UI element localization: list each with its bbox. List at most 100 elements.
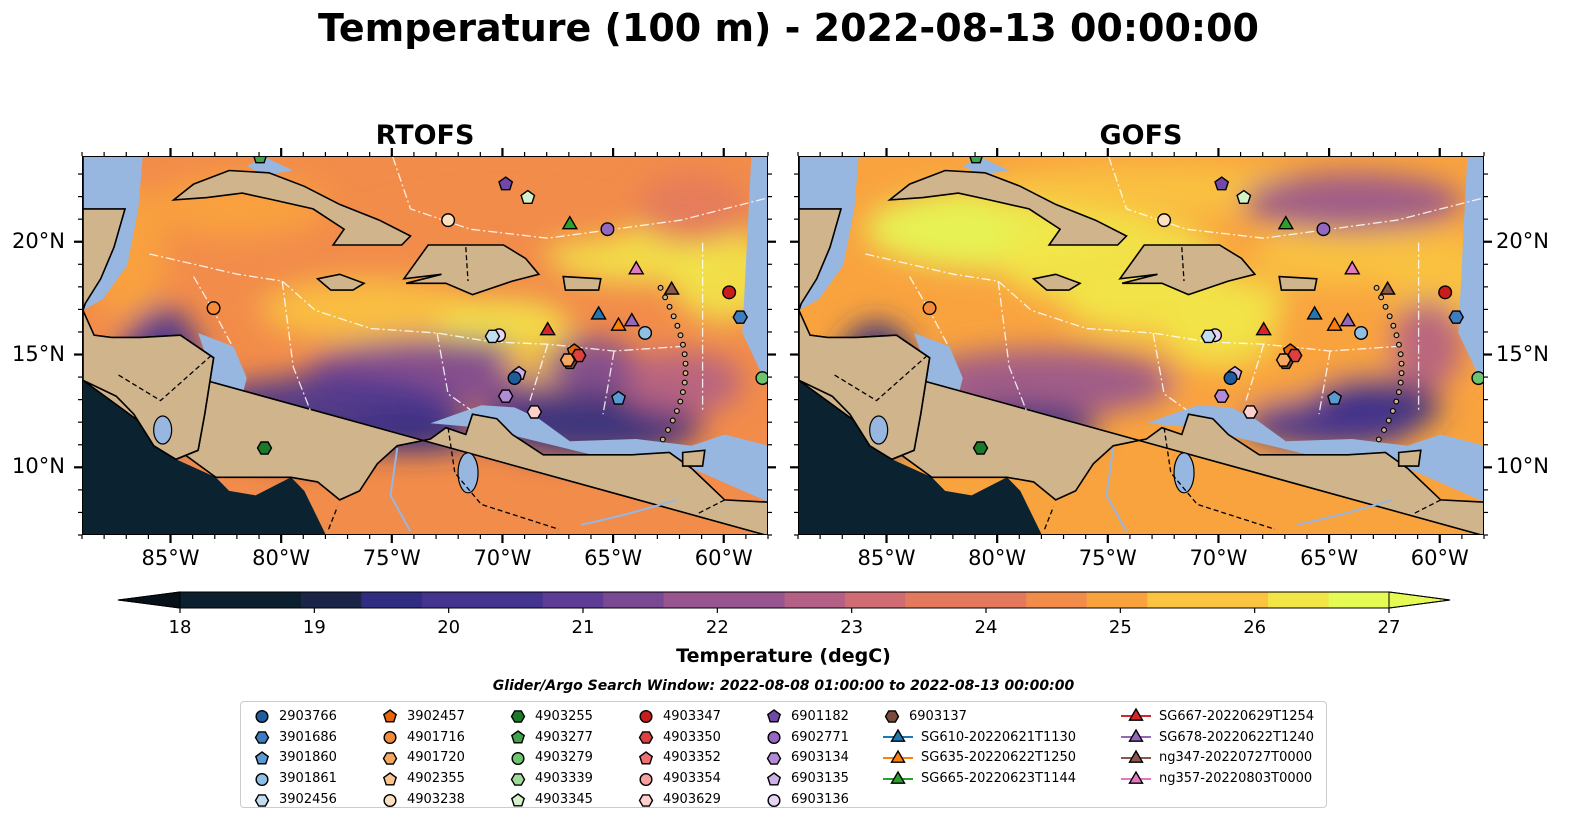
- legend-marker[interactable]: [890, 728, 906, 743]
- legend-marker[interactable]: [383, 731, 397, 745]
- obs-4903345[interactable]: [1236, 189, 1252, 204]
- hexagon-marker-icon: [254, 731, 270, 744]
- obs-ng357-20220803T0000[interactable]: [628, 260, 645, 275]
- obs-4903279[interactable]: [1471, 371, 1484, 386]
- obs-6903134[interactable]: [497, 389, 514, 403]
- obs-4901716[interactable]: [922, 301, 937, 316]
- legend-label: 3901860: [279, 750, 337, 766]
- obs-SG665-20220623T1144[interactable]: [1277, 215, 1295, 230]
- legend-marker[interactable]: [639, 710, 653, 724]
- obs-4903629[interactable]: [1242, 405, 1259, 419]
- legend-marker[interactable]: [767, 793, 781, 807]
- obs-4901720[interactable]: [559, 353, 576, 367]
- legend-marker[interactable]: [254, 751, 270, 765]
- obs-SG610-20220621T1130[interactable]: [590, 305, 607, 320]
- legend-marker[interactable]: [1128, 707, 1144, 722]
- lat-tick-label: 10°N: [12, 454, 65, 479]
- obs-SG635-20220622T1250[interactable]: [610, 316, 627, 331]
- obs-4903277[interactable]: [253, 157, 267, 164]
- legend-marker[interactable]: [638, 751, 654, 765]
- legend-marker[interactable]: [1128, 770, 1144, 784]
- legend-marker[interactable]: [890, 749, 906, 763]
- obs-3902456[interactable]: [1200, 329, 1217, 344]
- legend-marker[interactable]: [382, 709, 398, 723]
- obs-6901182[interactable]: [1214, 176, 1230, 191]
- obs-3901860[interactable]: [1327, 390, 1343, 405]
- obs-SG665-20220623T1144[interactable]: [561, 215, 579, 230]
- legend-marker[interactable]: [1128, 749, 1144, 763]
- legend-marker[interactable]: [638, 793, 654, 807]
- legend-marker[interactable]: [255, 710, 269, 724]
- legend-marker[interactable]: [639, 772, 653, 786]
- obs-ng357-20220803T0000[interactable]: [1344, 260, 1361, 275]
- obs-4903238[interactable]: [441, 213, 456, 228]
- legend-label: 4903352: [663, 750, 721, 766]
- legend-marker[interactable]: [766, 752, 782, 765]
- legend-marker[interactable]: [511, 751, 525, 766]
- legend-marker[interactable]: [383, 793, 397, 807]
- obs-6901182[interactable]: [498, 176, 514, 191]
- legend-marker[interactable]: [1128, 728, 1144, 743]
- legend-label: 4903238: [407, 792, 465, 808]
- obs-SG667-20220629T1254[interactable]: [1255, 321, 1272, 336]
- obs-ng347-20220727T0000[interactable]: [1379, 280, 1396, 295]
- obs-6902771[interactable]: [600, 222, 615, 237]
- legend-marker[interactable]: [254, 731, 270, 744]
- legend-marker[interactable]: [382, 771, 398, 786]
- obs-3901860[interactable]: [611, 390, 627, 405]
- obs-3902456[interactable]: [484, 329, 501, 344]
- obs-4901716[interactable]: [206, 301, 221, 316]
- obs-3901861[interactable]: [638, 325, 653, 340]
- obs-4903277[interactable]: [969, 157, 983, 164]
- obs-4903255[interactable]: [256, 441, 273, 455]
- legend-marker[interactable]: [510, 730, 526, 744]
- colorbar-segment: [844, 592, 906, 608]
- legend-label: 4903279: [535, 750, 593, 766]
- obs-ng347-20220727T0000[interactable]: [663, 280, 680, 295]
- legend-marker[interactable]: [766, 709, 782, 723]
- legend-item: 6903136: [765, 789, 849, 810]
- obs-4903345[interactable]: [520, 189, 536, 204]
- lon-tick-label: 70°W: [1189, 546, 1248, 570]
- obs-SG678-20220622T1240[interactable]: [1339, 312, 1357, 327]
- legend-marker[interactable]: [890, 770, 906, 784]
- legend-marker[interactable]: [254, 793, 270, 807]
- legend-marker[interactable]: [510, 772, 526, 786]
- obs-4903629[interactable]: [526, 405, 543, 419]
- obs-3901686[interactable]: [732, 310, 749, 324]
- colorbar-segment: [663, 592, 725, 608]
- legend-marker[interactable]: [766, 771, 782, 786]
- legend-marker[interactable]: [510, 710, 526, 724]
- obs-SG610-20220621T1130[interactable]: [1306, 305, 1323, 320]
- obs-3901861[interactable]: [1354, 325, 1369, 340]
- legend-marker[interactable]: [255, 772, 269, 786]
- gofs-map[interactable]: [798, 156, 1484, 535]
- legend-marker[interactable]: [382, 752, 398, 765]
- obs-4903255[interactable]: [972, 441, 989, 455]
- obs-4903279[interactable]: [755, 371, 768, 386]
- colorbar-segment: [421, 592, 483, 608]
- obs-6902771[interactable]: [1316, 222, 1331, 237]
- legend-marker[interactable]: [638, 731, 654, 744]
- obs-SG635-20220622T1250[interactable]: [1326, 316, 1343, 331]
- obs-4903347[interactable]: [722, 285, 737, 300]
- obs-6903134[interactable]: [1213, 389, 1230, 403]
- legend-marker[interactable]: [510, 792, 526, 807]
- obs-4901720[interactable]: [1275, 353, 1292, 367]
- figure-title: Temperature (100 m) - 2022-08-13 00:00:0…: [317, 6, 1259, 50]
- obs-SG678-20220622T1240[interactable]: [623, 312, 641, 327]
- obs-4903347[interactable]: [1438, 285, 1453, 300]
- circle-marker-icon: [255, 710, 269, 724]
- circle-marker-icon: [767, 793, 781, 807]
- obs-3901686[interactable]: [1448, 310, 1465, 324]
- legend-marker[interactable]: [884, 710, 900, 724]
- pentagon-marker-icon: [254, 751, 270, 765]
- obs-2903766[interactable]: [507, 371, 522, 386]
- obs-SG667-20220629T1254[interactable]: [539, 321, 556, 336]
- rtofs-map[interactable]: [82, 156, 768, 535]
- legend-label: ng357-20220803T0000: [1159, 771, 1313, 787]
- legend-marker[interactable]: [767, 731, 781, 745]
- obs-2903766[interactable]: [1223, 371, 1238, 386]
- legend-item: 3901861: [253, 768, 337, 789]
- obs-4903238[interactable]: [1157, 213, 1172, 228]
